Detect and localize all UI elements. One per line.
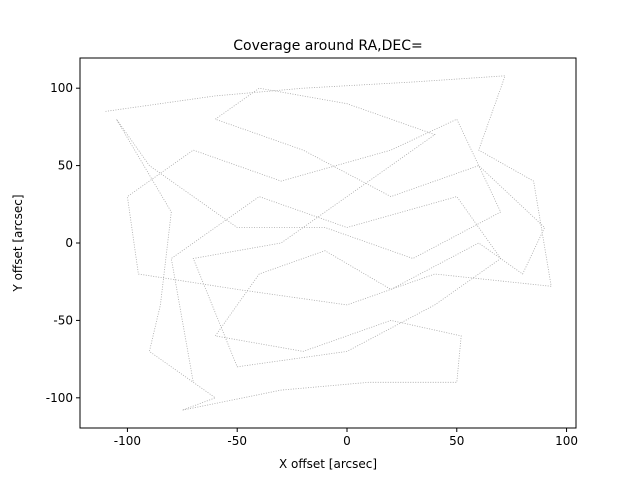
y-tick-label: 0	[65, 236, 73, 250]
y-tick-label: -100	[46, 391, 73, 405]
y-tick-label: 50	[58, 159, 73, 173]
y-axis-label: Y offset [arcsec]	[11, 194, 25, 292]
x-tick-label: -100	[114, 434, 141, 448]
x-tick-label: 100	[555, 434, 578, 448]
x-tick-label: 0	[343, 434, 351, 448]
chart-title: Coverage around RA,DEC=	[233, 38, 423, 54]
y-tick-label: -50	[53, 313, 73, 327]
scan-track	[105, 75, 552, 411]
x-axis-label: X offset [arcsec]	[279, 457, 377, 471]
plot-frame	[79, 57, 577, 429]
y-tick-label: 100	[50, 81, 73, 95]
x-tick-label: -50	[227, 434, 247, 448]
x-tick-label: 50	[449, 434, 464, 448]
